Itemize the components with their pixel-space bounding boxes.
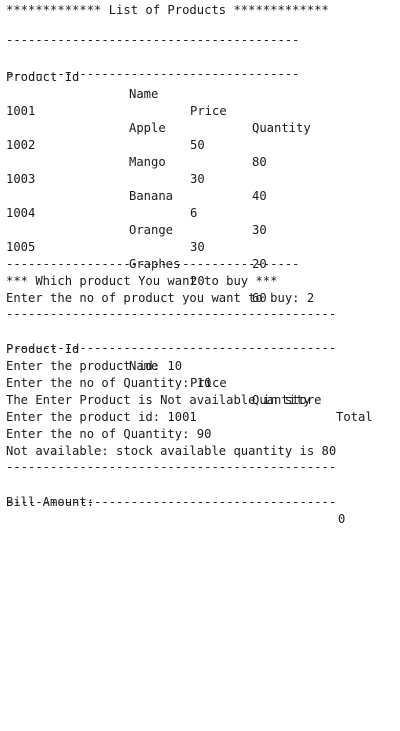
table-row: 1001 Apple 50 80 [6,86,267,169]
log-line: The Enter Product is Not available in st… [6,393,322,407]
header-product-id: Product Id [6,70,80,84]
row-product-id: 1001 [6,104,36,118]
row-product-id: 1004 [6,206,36,220]
console-output: ************* List of Products *********… [6,0,400,526]
bill-bottom-separator: ----------------------------------------… [6,495,337,509]
header-total: Total [336,410,373,424]
bill-amount-label: Bill Amount: [6,495,95,509]
buy-question: *** Which product You want to buy *** [6,274,278,288]
bill-top-separator: ----------------------------------------… [6,460,337,474]
table1-top-separator: ---------------------------------------- [6,33,300,47]
row-name: Apple [129,121,166,135]
row-quantity: 80 [252,155,267,169]
row-price: 30 [190,240,205,254]
row-name: Mango [129,155,166,169]
row-quantity: 30 [252,223,267,237]
table-row: 1005 Graphes 20 60 [6,222,267,305]
table1-header: Product Id Name Price Quantity [6,52,311,135]
row-price: 30 [190,172,205,186]
product-count-line: Enter the no of product you want to buy:… [6,291,315,305]
log-line: Enter the product id: 10 [6,359,183,373]
header-price: Price [190,104,227,118]
row-name: Graphes [129,257,181,271]
row-quantity: 40 [252,189,267,203]
log-line: Enter the no of Quantity: 10 [6,376,212,390]
header-price: Price [190,376,227,390]
bill-amount-value: 0 [338,512,346,526]
row-price: 50 [190,138,205,152]
table1-bottom-separator: ---------------------------------------- [6,257,300,271]
log-line: Enter the product id: 1001 [6,410,197,424]
row-product-id: 1005 [6,240,36,254]
row-quantity: 60 [252,291,267,305]
header-product-id: Product Id [6,342,80,356]
row-product-id: 1003 [6,172,36,186]
page-title: ************* List of Products *********… [6,3,329,17]
table-row: 1002 Mango 30 40 [6,120,267,203]
log-line: Enter the no of Quantity: 90 [6,427,212,441]
header-quantity: Quantity [252,121,311,135]
row-product-id: 1002 [6,138,36,152]
header-name: Name [129,359,159,373]
table1-header-separator: ---------------------------------------- [6,67,300,81]
table2-header-separator: ----------------------------------------… [6,341,337,355]
table2-top-separator: ----------------------------------------… [6,307,337,321]
header-quantity: Quantity [252,393,311,407]
row-price: 20 [190,274,205,288]
table2-header: Product Id Name Price Quantity Total [6,324,373,424]
table-row: 1004 Orange 30 20 [6,188,267,271]
row-name: Orange [129,223,174,237]
row-quantity: 20 [252,257,267,271]
log-line: Not available: stock available quantity … [6,444,337,458]
table-row: 1003 Banana 6 30 [6,154,267,237]
row-name: Banana [129,189,174,203]
header-name: Name [129,87,159,101]
row-price: 6 [190,206,198,220]
bill-amount-row: Bill Amount: 0 [6,477,345,526]
